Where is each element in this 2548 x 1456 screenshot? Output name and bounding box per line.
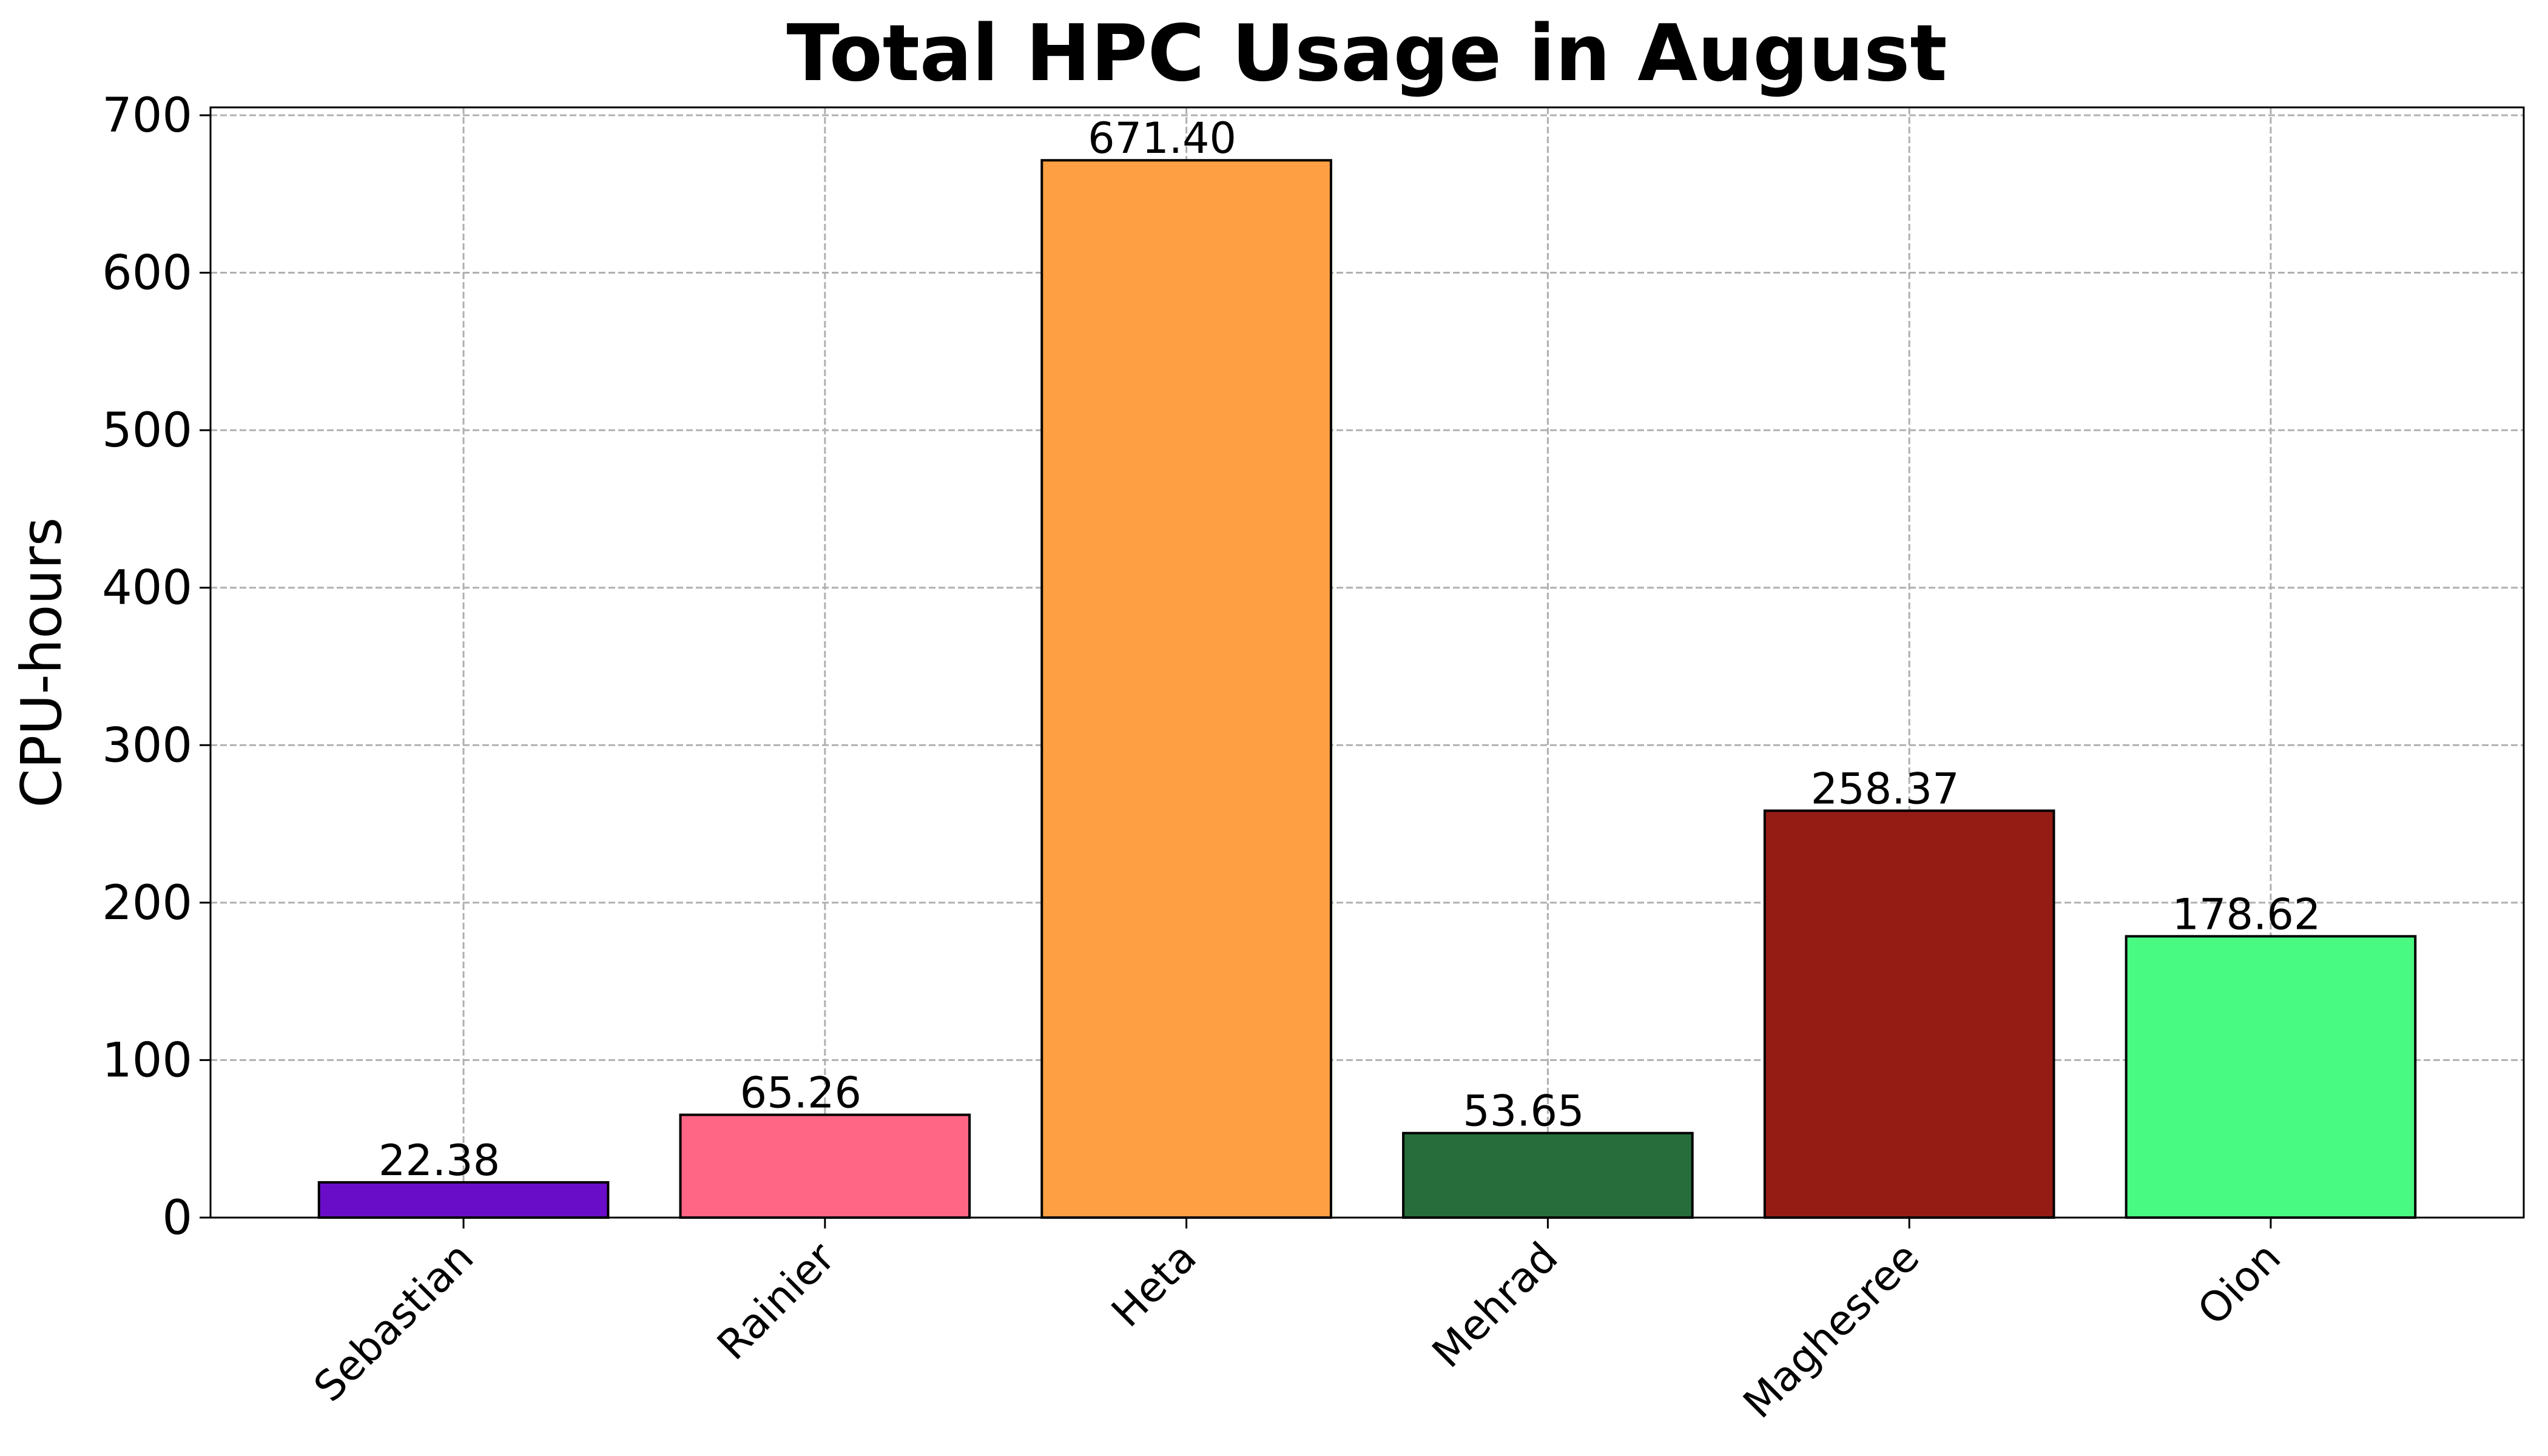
bar-maghesree <box>1763 809 2055 1219</box>
bar-value-label: 53.65 <box>1463 1087 1584 1136</box>
bars: 22.38 65.26 671.40 53.65 258.37 178.62 <box>317 113 2417 1219</box>
bar-heta <box>1040 159 1332 1219</box>
bar-sebastian <box>317 1181 610 1219</box>
y-tick-label: 500 <box>102 403 192 458</box>
bar-oion <box>2125 935 2417 1219</box>
y-tick-label: 300 <box>102 718 192 773</box>
bar-value-label: 671.40 <box>1088 113 1236 163</box>
y-tick-label: 200 <box>102 876 192 931</box>
y-tick-label: 400 <box>102 561 192 616</box>
bar-value-label: 258.37 <box>1811 764 1960 814</box>
y-tick-label: 700 <box>102 89 192 143</box>
bar-value-label: 178.62 <box>2172 889 2320 939</box>
y-tick-label: 100 <box>102 1033 192 1088</box>
chart-title: Total HPC Usage in August <box>786 8 1947 99</box>
bar-mehrad <box>1402 1131 1694 1219</box>
bar-rainier <box>679 1113 971 1219</box>
y-axis-label: CPU-hours <box>9 517 74 808</box>
y-tick-label: 0 <box>162 1191 192 1245</box>
y-tick-label: 600 <box>102 246 192 301</box>
bar-value-label: 65.26 <box>740 1068 861 1118</box>
plot-frame <box>209 106 2525 1219</box>
bar-value-label: 22.38 <box>379 1136 500 1185</box>
